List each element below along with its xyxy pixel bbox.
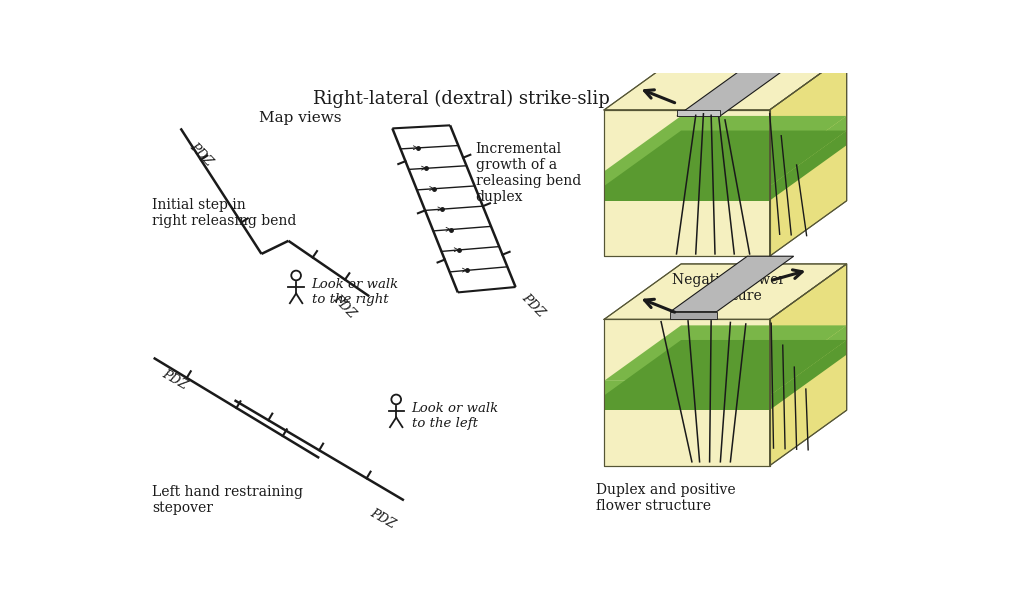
Text: Map views: Map views [259, 111, 341, 125]
Polygon shape [770, 340, 847, 410]
Polygon shape [677, 110, 720, 116]
Polygon shape [604, 325, 847, 381]
Text: Initial step in
right releasing bend: Initial step in right releasing bend [153, 198, 297, 228]
Polygon shape [604, 116, 847, 171]
Text: PDZ: PDZ [368, 506, 397, 531]
Text: Look or walk
to the right: Look or walk to the right [311, 278, 398, 306]
Text: Negative flower
structure: Negative flower structure [673, 273, 785, 303]
Text: Look or walk
to the left: Look or walk to the left [412, 402, 499, 430]
Polygon shape [604, 319, 770, 466]
Polygon shape [604, 171, 770, 186]
Text: PDZ: PDZ [160, 367, 189, 392]
Polygon shape [604, 395, 770, 410]
Text: PDZ: PDZ [330, 292, 357, 321]
Text: Duplex and positive
flower structure: Duplex and positive flower structure [596, 483, 736, 513]
Polygon shape [770, 264, 847, 466]
Text: Right-lateral (dextral) strike-slip: Right-lateral (dextral) strike-slip [313, 90, 610, 108]
Polygon shape [604, 340, 847, 395]
Polygon shape [604, 186, 770, 201]
Polygon shape [604, 55, 847, 110]
Polygon shape [671, 312, 717, 319]
Polygon shape [770, 325, 847, 395]
Polygon shape [671, 256, 794, 312]
Polygon shape [604, 131, 847, 186]
Polygon shape [770, 116, 847, 186]
Text: Incremental
growth of a
releasing bend
duplex: Incremental growth of a releasing bend d… [475, 142, 581, 204]
Text: PDZ: PDZ [186, 140, 215, 168]
Text: PDZ: PDZ [519, 291, 548, 319]
Polygon shape [604, 264, 847, 319]
Polygon shape [604, 110, 770, 256]
Polygon shape [677, 61, 797, 116]
Text: Left hand restraining
stepover: Left hand restraining stepover [153, 485, 303, 515]
Polygon shape [770, 55, 847, 256]
Polygon shape [604, 381, 770, 395]
Polygon shape [770, 131, 847, 201]
